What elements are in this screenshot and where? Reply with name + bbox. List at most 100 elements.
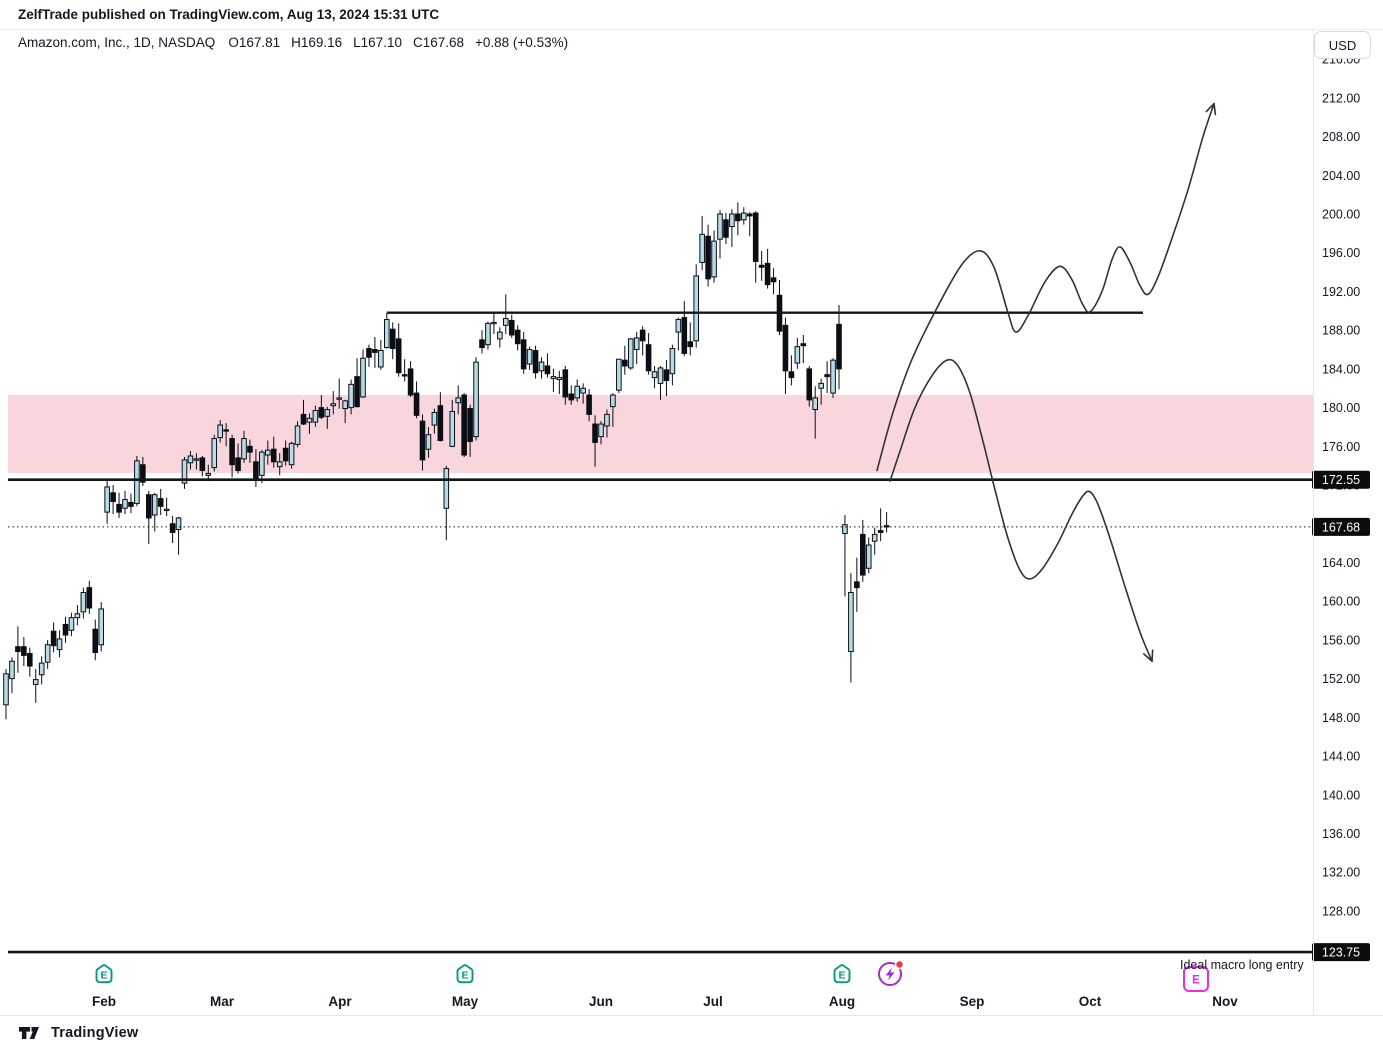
candlestick-series <box>3 202 890 720</box>
candle <box>622 359 628 367</box>
candle <box>104 486 110 513</box>
candle <box>140 464 146 483</box>
month-label-feb[interactable]: Feb <box>92 994 116 1009</box>
price-tick-label: 160.00 <box>1322 595 1360 609</box>
candle <box>854 581 860 589</box>
price-axis[interactable] <box>1313 30 1383 1015</box>
candle <box>62 623 69 636</box>
time-axis[interactable] <box>0 955 1313 1015</box>
candle <box>633 337 640 351</box>
svg-text:E: E <box>1192 975 1200 987</box>
price-tick-label: 144.00 <box>1322 750 1360 764</box>
bullish-projection-arrow[interactable] <box>876 102 1215 472</box>
candle <box>9 660 15 680</box>
price-badge-label: 172.55 <box>1322 473 1360 487</box>
candle <box>532 349 539 374</box>
candle <box>324 409 331 417</box>
candle <box>21 646 27 656</box>
price-tick-label: 136.00 <box>1322 827 1360 841</box>
candle <box>413 392 420 416</box>
currency-toggle-button[interactable]: USD <box>1314 31 1371 59</box>
candle <box>116 503 122 513</box>
candle <box>378 349 384 368</box>
earnings-icon[interactable]: E <box>833 964 851 984</box>
price-tick-label: 176.00 <box>1322 440 1360 454</box>
candle <box>639 329 646 342</box>
candle <box>175 517 182 531</box>
bearish-projection-arrow[interactable] <box>889 358 1153 663</box>
month-label-jun[interactable]: Jun <box>589 994 613 1009</box>
candle <box>151 494 158 516</box>
candle <box>794 346 801 364</box>
earnings-icon[interactable]: E <box>456 964 474 984</box>
price-tick-label: 192.00 <box>1322 285 1360 299</box>
symbol-info-bar[interactable]: Amazon.com, Inc., 1D, NASDAQ O167.81 H16… <box>18 35 568 50</box>
earnings-icon[interactable]: E <box>95 964 113 984</box>
flash-icon[interactable] <box>878 959 905 986</box>
month-label-nov[interactable]: Nov <box>1212 994 1238 1009</box>
candle <box>300 413 307 425</box>
candle <box>538 361 545 372</box>
month-label-oct[interactable]: Oct <box>1079 994 1102 1009</box>
candle <box>526 349 533 365</box>
candle <box>508 319 515 336</box>
price-badge-label: 167.68 <box>1322 520 1360 534</box>
candle <box>503 318 509 326</box>
candle <box>395 338 402 374</box>
axis-separator <box>0 1015 1383 1016</box>
candle <box>318 407 325 418</box>
candle <box>705 235 711 280</box>
candle <box>491 321 497 325</box>
candle <box>294 425 301 445</box>
price-tick-label: 148.00 <box>1322 711 1360 725</box>
price-tick-label: 152.00 <box>1322 672 1360 686</box>
candle <box>80 591 87 613</box>
price-tick-label: 200.00 <box>1322 208 1360 222</box>
candle <box>235 457 241 472</box>
candle <box>241 438 247 460</box>
candle <box>431 411 438 426</box>
candle <box>717 213 723 240</box>
month-label-jul[interactable]: Jul <box>703 994 723 1009</box>
candle <box>74 613 81 619</box>
month-label-mar[interactable]: Mar <box>210 994 235 1009</box>
month-label-may[interactable]: May <box>452 994 479 1009</box>
candle <box>544 365 551 375</box>
candle <box>134 460 140 504</box>
candle <box>663 369 670 381</box>
candle <box>110 492 116 502</box>
candle <box>282 447 289 462</box>
flash-alert-dot <box>894 959 905 970</box>
month-label-sep[interactable]: Sep <box>960 994 985 1009</box>
entry-marker-icon[interactable]: E <box>1183 966 1209 992</box>
ohlc-close: C167.68 <box>412 35 465 50</box>
candle <box>580 387 586 394</box>
tradingview-logo-icon[interactable] <box>18 1025 44 1041</box>
candle <box>330 403 337 407</box>
month-label-apr[interactable]: Apr <box>328 994 352 1009</box>
ohlc-open: O167.81 <box>228 35 281 50</box>
candle <box>741 212 747 221</box>
candle <box>764 262 771 286</box>
month-label-aug[interactable]: Aug <box>829 994 855 1009</box>
candle <box>157 498 164 507</box>
candle <box>586 394 592 415</box>
entry-annotation-label: Ideal macro long entry <box>1180 958 1304 972</box>
candle <box>473 361 479 438</box>
candle <box>604 413 610 427</box>
candle <box>514 329 521 345</box>
candle <box>824 374 830 378</box>
svg-text:E: E <box>100 969 107 981</box>
candle <box>342 400 348 410</box>
candle <box>354 376 360 408</box>
symbol-title[interactable]: Amazon.com, Inc., 1D, NASDAQ <box>18 35 216 50</box>
price-badge-label: 123.75 <box>1322 946 1360 960</box>
price-tick-label: 164.00 <box>1322 556 1360 570</box>
candle <box>616 358 622 391</box>
candle <box>693 275 700 342</box>
supply-zone[interactable] <box>8 395 1313 473</box>
candle <box>669 348 676 375</box>
candle <box>384 319 390 349</box>
candle <box>800 343 807 347</box>
